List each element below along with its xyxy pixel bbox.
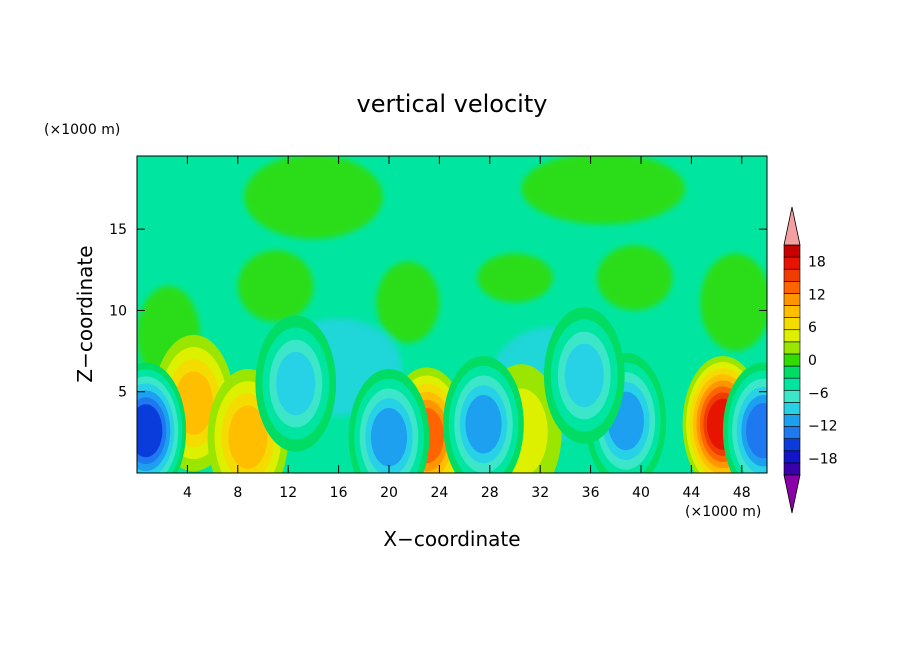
downdraft-contour: [465, 394, 502, 454]
colorbar-band: [783, 389, 801, 403]
plot-frame: [136, 155, 768, 474]
x-tick-label: 4: [183, 485, 192, 501]
colorbar-band: [783, 426, 801, 439]
colorbar-tick-label: −18: [808, 452, 838, 468]
downdraft-contour: [137, 404, 163, 458]
colorbar-band: [783, 305, 801, 318]
x-tick-label: 32: [531, 485, 549, 501]
colorbar-tick-label: 12: [808, 287, 826, 303]
x-tick-label: 20: [380, 485, 398, 501]
colorbar-tick-label: −12: [808, 419, 838, 435]
chart-title: vertical velocity: [357, 90, 548, 118]
colorbar-band: [783, 256, 801, 270]
colorbar-tick-label: 0: [808, 353, 817, 369]
x-axis-label: X−coordinate: [383, 527, 520, 551]
downdraft-contour: [746, 403, 767, 459]
updraft-contour: [228, 405, 268, 469]
colorbar-tick-label: −6: [808, 386, 829, 402]
x-tick-label: 48: [733, 485, 751, 501]
x-tick-label: 8: [233, 485, 242, 501]
colorbar-band: [783, 268, 801, 282]
colorbar-band: [783, 244, 801, 258]
colorbar-band: [783, 377, 801, 391]
downdraft-contour: [564, 343, 604, 408]
y-axis-ticks: 5 10 15: [109, 222, 767, 401]
y-tick-label: 10: [109, 303, 127, 319]
colorbar-band: [783, 438, 801, 452]
x-tick-label: 24: [430, 485, 448, 501]
colorbar: 18 12 6 0 −6 −12 −18: [783, 206, 838, 514]
colorbar-band: [783, 402, 801, 415]
colorbar-band: [783, 281, 801, 294]
x-tick-label: 12: [279, 485, 297, 501]
x-axis-ticks: 4 8 12 16 20 24 28 32 36 40 44 48: [183, 156, 751, 501]
colorbar-band: [783, 450, 801, 464]
y-axis-unit: (×1000 m): [44, 122, 120, 138]
colorbar-band: [783, 317, 801, 331]
colorbar-band: [783, 341, 801, 355]
colorbar-max-arrow: [783, 206, 801, 246]
colorbar-band: [783, 414, 801, 427]
colorbar-band: [783, 462, 801, 476]
plot-area: [137, 156, 767, 473]
colorbar-band: [783, 293, 801, 306]
x-tick-label: 28: [481, 485, 499, 501]
x-tick-label: 16: [330, 485, 348, 501]
y-tick-label: 15: [109, 222, 127, 238]
texture-patch: [237, 250, 314, 322]
texture-patch: [700, 253, 767, 352]
colorbar-tick-label: 6: [808, 320, 817, 336]
texture-patch: [596, 245, 673, 311]
colorbar-min-arrow: [783, 474, 801, 514]
texture-patch: [521, 156, 686, 225]
colorbar-tick-label: 18: [808, 254, 826, 270]
velocity-field: [137, 156, 767, 473]
y-axis-label: Z−coordinate: [73, 245, 97, 382]
colorbar-band: [783, 353, 801, 367]
x-tick-label: 36: [582, 485, 600, 501]
colorbar-band: [783, 329, 801, 343]
x-tick-label: 40: [632, 485, 650, 501]
x-tick-label: 44: [682, 485, 700, 501]
downdraft-contour: [370, 407, 408, 467]
texture-patch: [477, 253, 553, 303]
downdraft-contour: [276, 351, 316, 416]
texture-patch: [376, 261, 440, 343]
colorbar-band: [783, 365, 801, 379]
y-tick-label: 5: [118, 385, 127, 401]
x-axis-unit: (×1000 m): [685, 504, 761, 520]
texture-patch: [244, 156, 383, 239]
